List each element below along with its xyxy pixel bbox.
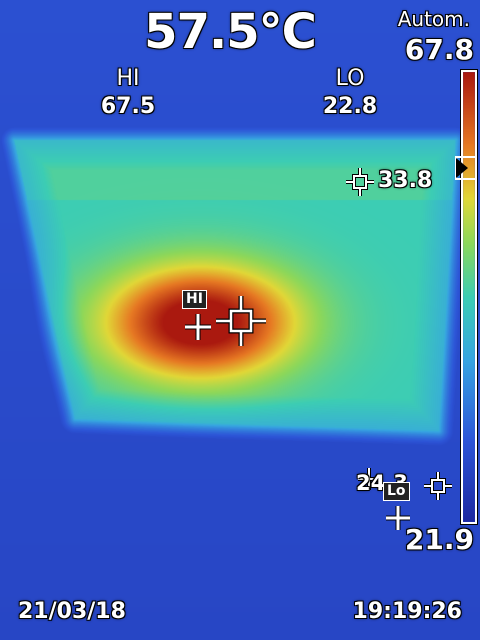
hi-label: HI: [116, 66, 140, 91]
triangle-pointer-icon[interactable]: [456, 158, 468, 178]
crosshair-square-icon[interactable]: [216, 296, 266, 346]
spot-crosshair-icon[interactable]: [358, 468, 380, 490]
hi-value: 67.5: [100, 94, 156, 119]
spot-crosshair-icon[interactable]: [346, 168, 374, 196]
lo-value: 22.8: [322, 94, 378, 119]
range-mode-label[interactable]: Autom.: [397, 7, 470, 31]
lo-marker-tag: Lo: [383, 482, 410, 502]
spot-1-value: 33.8: [378, 168, 433, 193]
plus-marker-icon: [185, 314, 211, 340]
color-scale-bar: [461, 70, 477, 524]
capture-time: 19:19:26: [352, 599, 462, 624]
center-temperature-readout: 57.5°C: [144, 4, 317, 60]
hi-marker-tag: HI: [182, 290, 207, 310]
plus-marker-icon: [386, 506, 410, 530]
scale-max-value: 67.8: [404, 33, 474, 66]
lo-label: LO: [335, 66, 365, 91]
scale-min-value: 21.9: [404, 523, 474, 556]
spot-crosshair-icon[interactable]: [424, 472, 452, 500]
capture-date: 21/03/18: [18, 599, 126, 624]
